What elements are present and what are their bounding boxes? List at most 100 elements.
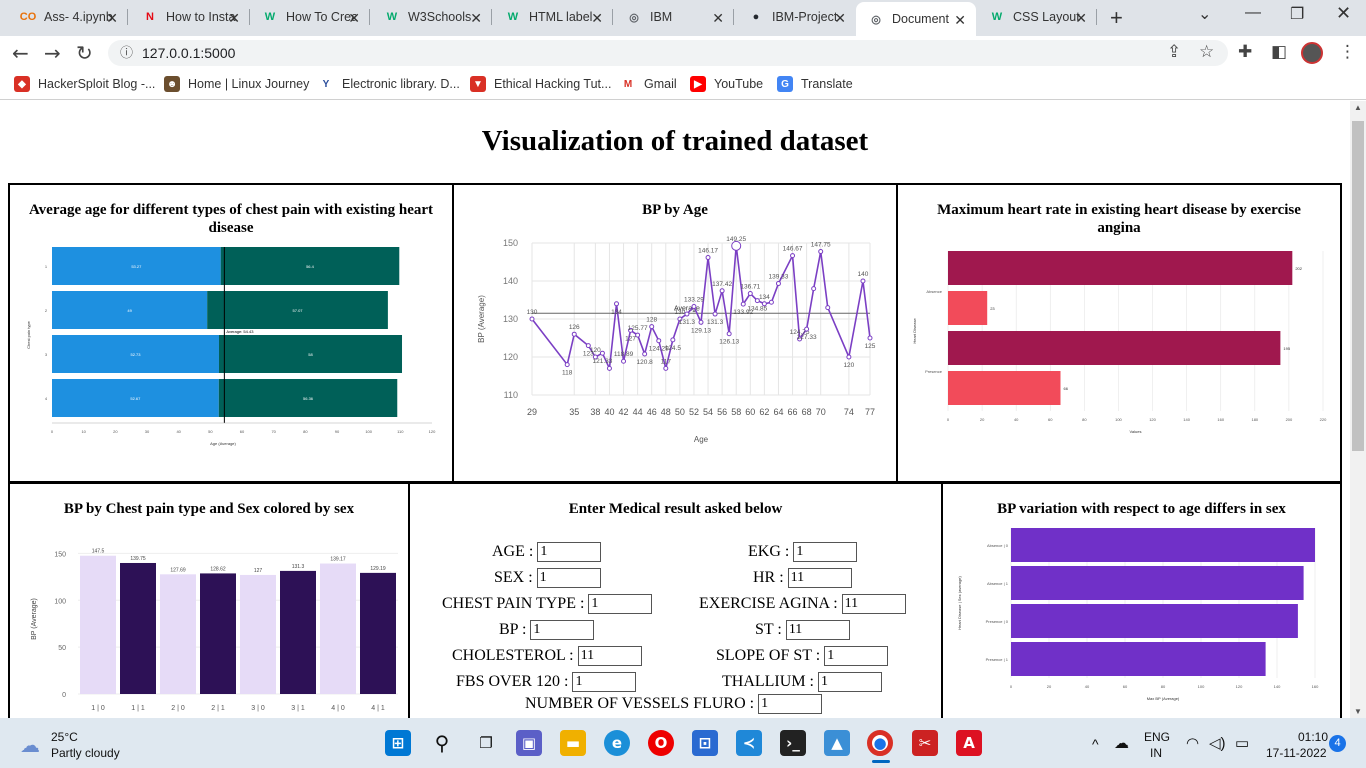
tab-2[interactable]: W How To Create✕ (250, 0, 370, 34)
close-tab-icon[interactable]: ✕ (591, 10, 603, 26)
search-icon[interactable]: ⚲ (434, 731, 450, 755)
acrobat-icon[interactable]: A (956, 730, 982, 756)
x-tick-label: 220 (1320, 417, 1327, 422)
store-icon[interactable]: ⊡ (692, 730, 718, 756)
bookmark-1[interactable]: ☻ Home | Linux Journey (164, 76, 309, 92)
scrollbar-thumb[interactable] (1352, 121, 1364, 451)
chest-pain-input[interactable] (588, 594, 653, 614)
bookmark-0[interactable]: ◆ HackerSploit Blog -... (14, 76, 155, 92)
tray-overflow-icon[interactable]: ^ (1092, 736, 1099, 752)
ekg-input[interactable] (793, 542, 858, 562)
minimize-button[interactable]: — (1245, 4, 1261, 21)
tab-5[interactable]: ◎ IBM ✕ (614, 0, 734, 34)
bookmark-star-icon[interactable]: ☆ (1199, 42, 1215, 62)
chrome-icon[interactable]: ● (867, 730, 893, 756)
tab-7[interactable]: ◎ Document ✕ (856, 2, 976, 36)
close-tab-icon[interactable]: ✕ (470, 10, 482, 26)
back-icon[interactable]: ← (12, 41, 29, 65)
close-tab-icon[interactable]: ✕ (712, 10, 724, 26)
clock-date[interactable]: 17-11-2022 (1266, 746, 1327, 760)
extensions-icon[interactable]: ✚ (1238, 42, 1253, 62)
reload-icon[interactable]: ↻ (76, 41, 93, 65)
exercise-angina-input[interactable] (841, 594, 906, 614)
bookmark-icon: M (620, 76, 636, 92)
tab-search-icon[interactable]: ⌄ (1198, 6, 1212, 23)
sex-input[interactable] (536, 568, 601, 588)
tab-4[interactable]: W HTML label ✕ (493, 0, 613, 34)
chart-card-max-heart-rate: Maximum heart rate in existing heart dis… (896, 183, 1342, 483)
data-point (677, 316, 683, 322)
weather-desc[interactable]: Partly cloudy (51, 746, 120, 760)
opera-icon[interactable]: O (648, 730, 674, 756)
bookmark-3[interactable]: ▼ Ethical Hacking Tut... (470, 76, 611, 92)
cholesterol-input[interactable] (577, 646, 642, 666)
profile-avatar[interactable] (1301, 42, 1323, 64)
bar-5 (280, 570, 316, 694)
teams-icon[interactable]: ▣ (516, 730, 542, 756)
close-tab-icon[interactable]: ✕ (834, 10, 846, 26)
onedrive-icon[interactable]: ☁ (1114, 735, 1129, 752)
forward-icon[interactable]: → (44, 41, 61, 65)
new-tab-button[interactable]: + (1110, 5, 1123, 30)
age-label: AGE : (492, 543, 534, 560)
close-tab-icon[interactable]: ✕ (1075, 10, 1087, 26)
data-point (571, 331, 577, 337)
y-tick-label: 2 (45, 308, 48, 313)
st-input[interactable] (785, 620, 850, 640)
weather-temp[interactable]: 25°C (51, 730, 78, 744)
tab-6[interactable]: ● IBM-Project ✕ (736, 0, 856, 34)
snipping-tool-icon[interactable]: ✂ (912, 730, 938, 756)
volume-icon[interactable]: ◁) (1209, 735, 1226, 752)
data-label: 52.73 (130, 352, 141, 357)
tab-3[interactable]: W W3Schools ✕ (372, 0, 492, 34)
wifi-icon[interactable]: ◠ (1186, 735, 1200, 752)
bookmark-5[interactable]: ▶ YouTube (690, 76, 763, 92)
data-label: 58 (308, 352, 313, 357)
vessels-input[interactable] (758, 694, 823, 714)
x-tick-label: 48 (661, 407, 671, 417)
data-label: 117 (661, 358, 672, 365)
bookmark-label: Home | Linux Journey (188, 77, 310, 91)
close-window-button[interactable]: ✕ (1336, 3, 1352, 23)
address-bar[interactable]: ⓘ 127.0.0.1:5000 (108, 40, 1228, 66)
bp-input[interactable] (530, 620, 595, 640)
fbs-input[interactable] (572, 672, 637, 692)
weather-icon[interactable]: ☁ (20, 735, 40, 757)
side-panel-icon[interactable]: ◧ (1271, 42, 1288, 62)
file-explorer-icon[interactable]: ▬ (560, 730, 586, 756)
battery-icon[interactable]: ▭ (1235, 735, 1250, 752)
close-tab-icon[interactable]: ✕ (106, 10, 118, 26)
share-icon[interactable]: ⇪ (1167, 42, 1182, 62)
thallium-input[interactable] (817, 672, 882, 692)
region-code[interactable]: IN (1150, 746, 1162, 760)
start-icon[interactable]: ⊞ (385, 730, 411, 756)
tab-8[interactable]: W CSS Layout ✕ (977, 0, 1097, 34)
language-code[interactable]: ENG (1144, 730, 1171, 744)
edge-icon[interactable]: e (604, 730, 630, 756)
slope-input[interactable] (824, 646, 889, 666)
bookmark-4[interactable]: M Gmail (620, 76, 677, 92)
site-info-icon[interactable]: ⓘ (120, 45, 134, 60)
page-scrollbar[interactable]: ▲ ▼ (1350, 101, 1366, 718)
close-tab-icon[interactable]: ✕ (954, 12, 966, 28)
notification-badge[interactable]: 4 (1329, 735, 1346, 752)
bar-absence-2 (52, 291, 208, 329)
task-view-icon[interactable]: ❐ (479, 734, 493, 752)
tab-1[interactable]: N How to Install ✕ (130, 0, 250, 34)
close-tab-icon[interactable]: ✕ (228, 10, 240, 26)
menu-icon[interactable]: ⋮ (1339, 42, 1356, 62)
page-content: Visualization of trained dataset Average… (0, 101, 1350, 718)
terminal-icon[interactable]: ›_ (780, 730, 806, 756)
clock-time[interactable]: 01:10 (1298, 730, 1329, 744)
w3schools-icon: W (264, 11, 276, 23)
photos-icon[interactable]: ▲ (824, 730, 850, 756)
x-tick-label: 2 | 0 (171, 705, 185, 712)
maximize-button[interactable]: ❐ (1290, 6, 1305, 23)
age-input[interactable] (537, 542, 602, 562)
tab-0[interactable]: CO Ass- 4.ipynb ✕ (8, 0, 128, 34)
bookmark-2[interactable]: Y Electronic library. D... (318, 76, 460, 92)
bookmark-6[interactable]: G Translate (777, 76, 853, 92)
hr-input[interactable] (787, 568, 852, 588)
vscode-icon[interactable]: ≺ (736, 730, 762, 756)
close-tab-icon[interactable]: ✕ (348, 10, 360, 26)
